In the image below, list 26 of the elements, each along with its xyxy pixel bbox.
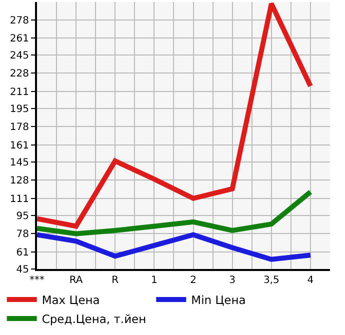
y-tick-label: 211 [10,86,29,98]
y-tick-label: 95 [16,211,29,222]
y-tick-label: 261 [10,33,29,44]
y-tick-label: 161 [10,140,29,152]
legend-label: Сред.Цена, т.йен [42,312,146,326]
y-tick-label: 245 [10,50,29,62]
y-tick-label: 145 [10,158,29,169]
x-tick-label: RA [69,275,83,286]
x-tick-label: 3,5 [263,275,280,286]
y-tick-label: 278 [10,15,29,26]
y-tick-label: 195 [10,104,29,116]
legend-label: Max Цена [42,293,100,308]
y-tick-label: 78 [16,229,29,240]
y-tick-label: 228 [10,68,29,80]
y-tick-label: 45 [16,264,29,276]
x-tick-label: 1 [151,275,158,286]
x-tick-label: *** [30,275,44,286]
x-tick-label: 3 [229,275,236,286]
y-tick-label: 111 [10,194,29,205]
y-tick-label: 128 [10,176,29,187]
x-tick-label: R [112,275,119,286]
x-tick-label: 4 [307,275,314,286]
y-tick-label: 178 [10,122,29,134]
legend-label: Min Цена [191,293,246,308]
y-tick-label: 61 [16,247,29,258]
x-tick-label: 2 [190,275,196,286]
